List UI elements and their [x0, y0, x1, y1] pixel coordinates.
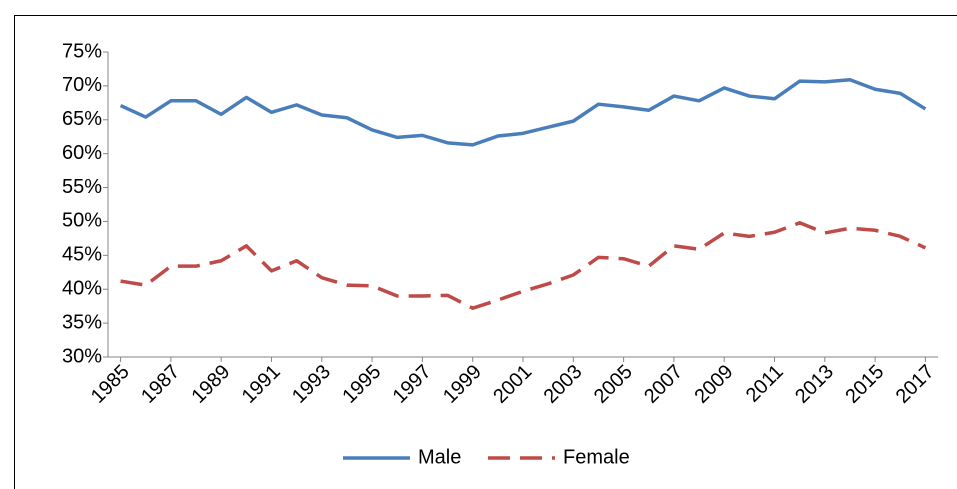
- y-tick-label: 70%: [62, 74, 102, 96]
- y-tick-label: 75%: [62, 40, 102, 62]
- legend-label: Male: [418, 446, 461, 468]
- series-line: [119, 78, 927, 147]
- x-tick-label: 1991: [238, 361, 285, 408]
- x-tick-label: 2017: [892, 361, 939, 408]
- x-tick-label: 2015: [841, 361, 888, 408]
- y-tick-label: 65%: [62, 108, 102, 130]
- x-tick-label: 2005: [590, 361, 637, 408]
- y-tick-label: 40%: [62, 278, 102, 300]
- y-tick-label: 45%: [62, 244, 102, 266]
- y-tick-label: 30%: [62, 345, 102, 367]
- x-tick-label: 2011: [742, 361, 788, 407]
- chart-frame: [14, 15, 957, 489]
- y-tick-label: 35%: [62, 311, 102, 333]
- x-tick-label: 2003: [540, 361, 587, 408]
- x-tick-label: 1987: [137, 361, 184, 408]
- x-tick-label: 2009: [690, 361, 737, 408]
- x-tick-label: 1995: [338, 361, 385, 408]
- x-tick-label: 1989: [187, 361, 234, 408]
- x-tick-label: 1993: [288, 361, 335, 408]
- y-tick-label: 50%: [62, 210, 102, 232]
- y-tick-label: 55%: [62, 176, 102, 198]
- x-tick-label: 2001: [489, 361, 536, 408]
- x-tick-label: 1985: [87, 361, 134, 408]
- legend-label: Female: [563, 446, 630, 468]
- x-tick-label: 1997: [389, 361, 436, 408]
- series-line: [120, 221, 927, 310]
- x-tick-label: 1999: [439, 361, 486, 408]
- x-tick-label: 2007: [640, 361, 687, 408]
- y-tick-label: 60%: [62, 142, 102, 164]
- x-tick-label: 2013: [791, 361, 838, 408]
